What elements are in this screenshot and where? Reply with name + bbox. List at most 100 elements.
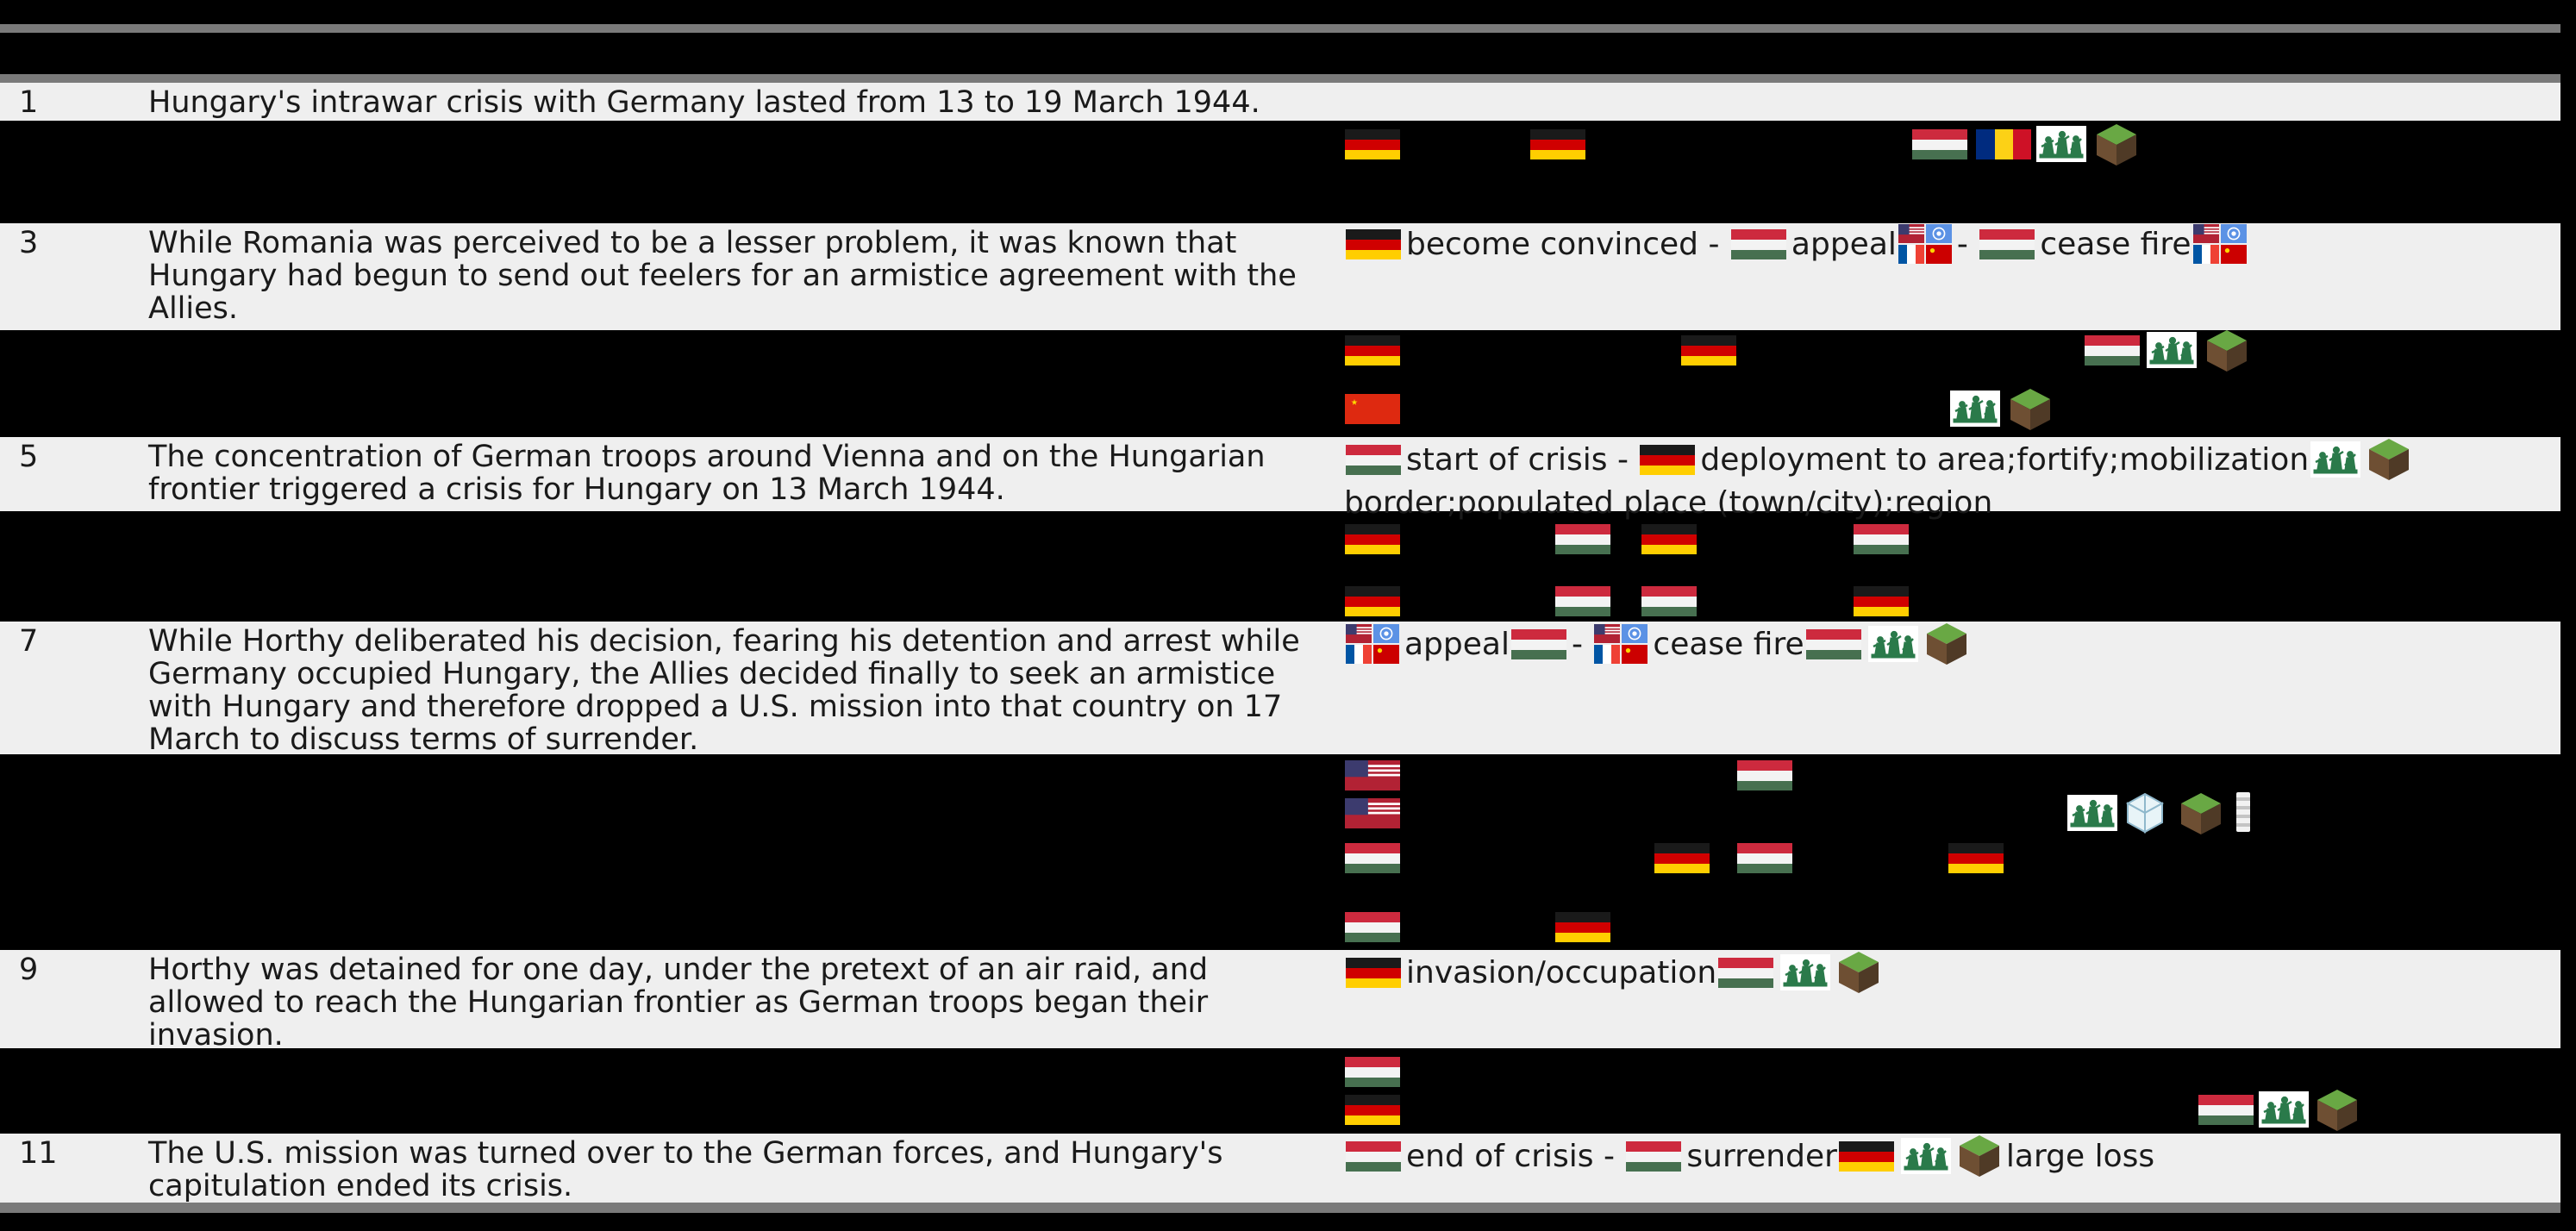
annotation-text: appeal [1791,227,1897,262]
sentence-row-9: 9 Horthy was detained for one day, under … [0,950,2576,1052]
row-number: 3 [19,226,39,260]
flag-hungary-icon [1555,524,1610,554]
header-gap [0,33,2576,74]
separator-bar [0,74,2576,83]
row-number: 1 [19,85,39,120]
sentence-text: While Romania was perceived to be a less… [148,226,1297,326]
pillar-icon [2236,792,2250,832]
sentence-text: While Horthy deliberated his decision, f… [148,624,1300,757]
annotation-text: start of crisis - [1406,442,1639,478]
flag-germany-icon [1345,524,1400,554]
allies-icon [1346,624,1399,664]
soldiers-icon [1950,391,2000,427]
soldiers-icon [2147,332,2197,368]
flag-hungary-icon [1346,1140,1401,1172]
flag-germany-icon [1654,843,1710,873]
annotation-text: deployment to area;fortify;mobilization [1700,442,2310,478]
flag-hungary-icon [1345,912,1400,942]
row-background [0,223,2560,330]
soldiers-icon [2036,126,2086,162]
top-margin [0,0,2576,24]
row-background [0,622,2560,754]
annotation-text: cease fire [2040,227,2191,262]
flag-hungary-icon [1805,628,1861,659]
flag-germany-icon [1345,129,1400,159]
grass-block-icon [1837,951,1880,994]
row-background [0,437,2560,511]
flag-hungary-icon [1912,129,1967,159]
timeline-flags-row [0,121,2576,223]
flag-germany-icon [1641,524,1697,554]
event-annotation: become convinced - appeal - cease fire [1344,224,2554,267]
annotation-text: cease fire [1653,627,1804,662]
flag-germany-icon [1838,1140,1894,1172]
soldiers-icon [2067,795,2117,831]
row-number: 7 [19,624,39,659]
sentence-text: Hungary's intrawar crisis with Germany l… [148,85,1260,120]
flag-hungary-icon [1854,524,1909,554]
flag-hungary-icon [1979,228,2035,259]
allies-icon [1898,224,1952,264]
flag-germany-icon [1948,843,2004,873]
row-background [0,950,2560,1048]
flag-hungary-icon [1626,1140,1682,1172]
timeline-flags-row [0,330,2576,437]
grass-block-icon [1958,1134,2001,1178]
flag-hungary-icon [1345,1057,1400,1087]
flag-germany-icon [1640,444,1696,475]
separator-bar [0,1203,2576,1213]
event-annotation: invasion/occupation [1344,951,2554,997]
grass-block-icon [2009,388,2052,431]
grass-block-icon [2367,438,2410,481]
grass-block-icon [2179,792,2223,835]
soldiers-icon [1900,1138,1951,1174]
flag-hungary-icon [1346,444,1401,475]
flag-germany-icon [1345,1095,1400,1125]
flag-hungary-icon [2085,335,2140,366]
sentence-row-1: 1 Hungary's intrawar crisis with Germany … [0,83,2576,121]
annotation-text: large loss [2005,1139,2155,1174]
sentence-row-7: 7 While Horthy deliberated his decision, … [0,622,2576,757]
annotation-text: end of crisis - [1406,1139,1625,1174]
event-annotation: appeal - cease fire [1344,622,2554,669]
annotation-text: invasion/occupation [1406,955,1717,990]
separator-bar-fill [0,74,2560,83]
flag-hungary-icon [1730,228,1786,259]
annotation-text: - [1956,227,1979,262]
flag-germany-icon [1345,586,1400,616]
sentence-row-3: 3 While Romania was perceived to be a les… [0,223,2576,330]
allies-icon [2192,224,2247,264]
separator-bar-fill [0,1203,2560,1213]
flag-germany-icon [1346,957,1401,988]
flag-hungary-icon [1718,957,1774,988]
flag-usa-icon [1345,760,1400,790]
timeline-flags-row [0,1048,2576,1134]
flag-china-icon [1345,394,1400,424]
row-background [0,1134,2560,1203]
flag-germany-icon [1345,335,1400,366]
flag-germany-icon [1555,912,1610,942]
bottom-margin [0,1213,2576,1231]
grass-block-icon [2205,329,2248,372]
soldiers-icon [2310,441,2361,478]
grass-block-icon [2316,1089,2359,1132]
flag-hungary-icon [1345,843,1400,873]
flag-hungary-icon [1555,586,1610,616]
annotation-text: surrender [1686,1139,1837,1174]
annotation-text: - [1571,627,1593,662]
timeline-flags-row [0,511,2576,622]
flag-hungary-icon [1510,628,1566,659]
annotation-text: become convinced - [1406,227,1729,262]
flag-germany-icon [1854,586,1909,616]
flag-hungary-icon [2198,1095,2254,1125]
event-annotation: end of crisis - surrender large loss [1344,1134,2554,1181]
flag-hungary-icon [1641,586,1697,616]
separator-bar-fill [0,24,2560,33]
soldiers-icon [1867,626,1918,662]
sentence-text: The concentration of German troops aroun… [148,440,1266,507]
flag-usa-icon [1345,798,1400,828]
separator-bar [0,24,2576,33]
sentence-text: The U.S. mission was turned over to the … [148,1136,1223,1203]
flag-romania-icon [1976,129,2031,159]
sentence-row-11: 11 The U.S. mission was turned over to th… [0,1134,2576,1203]
